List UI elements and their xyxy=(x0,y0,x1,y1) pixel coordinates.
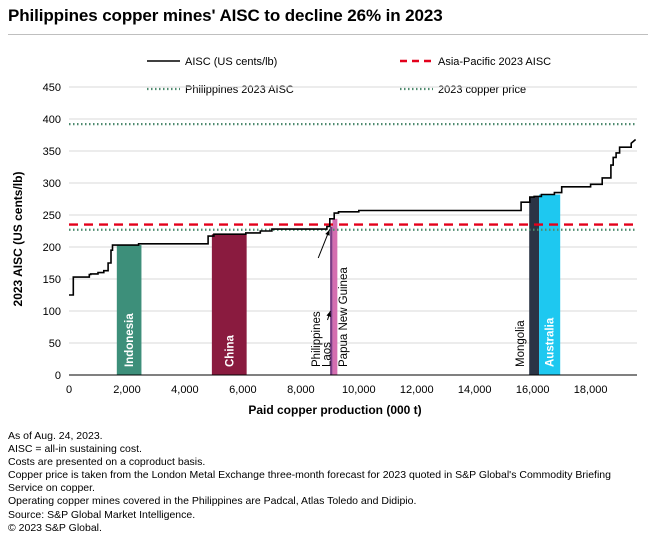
footnote: © 2023 S&P Global. xyxy=(8,521,102,534)
highlight-bars xyxy=(116,194,561,375)
highlight-bar xyxy=(539,194,561,375)
footnote: Source: S&P Global Market Intelligence. xyxy=(8,508,196,521)
y-tick-label: 250 xyxy=(43,210,61,222)
legend-label: AISC (US cents/lb) xyxy=(185,56,277,68)
y-tick-label: 300 xyxy=(43,178,61,190)
bar-label: Indonesia xyxy=(124,313,136,367)
x-tick-label: 18,000 xyxy=(574,384,608,396)
aisc-curve xyxy=(69,138,637,296)
legend-label: Philippines 2023 AISC xyxy=(185,84,294,96)
reference-lines xyxy=(69,123,637,231)
leader-arrowhead xyxy=(325,229,330,236)
y-tick-label: 350 xyxy=(43,146,61,158)
aisc-curve-layer xyxy=(69,138,637,296)
y-tick-label: 400 xyxy=(43,114,61,126)
footnote: Costs are presented on a coproduct basis… xyxy=(8,456,206,469)
x-tick-label: 4,000 xyxy=(171,384,199,396)
legend: AISC (US cents/lb) Asia-Pacific 2023 AISC… xyxy=(147,56,551,96)
bar-label: Philippines xyxy=(311,311,323,367)
highlight-bar xyxy=(529,197,540,375)
y-tick-label: 150 xyxy=(43,274,61,286)
footnote: Operating copper mines covered in the Ph… xyxy=(8,495,417,508)
leader-arrowhead xyxy=(326,311,331,317)
x-axis-title: Paid copper production (000 t) xyxy=(248,403,421,417)
highlight-bar xyxy=(211,234,247,375)
x-tick-label: 2,000 xyxy=(113,384,141,396)
x-tick-label: 12,000 xyxy=(400,384,434,396)
bar-label: Papua New Guinea xyxy=(338,267,350,367)
x-tick-label: 14,000 xyxy=(458,384,492,396)
bar-label: Mongolia xyxy=(515,320,527,367)
chart-title: Philippines copper mines' AISC to declin… xyxy=(8,6,443,25)
bar-label: China xyxy=(224,334,236,367)
footnotes: As of Aug. 24, 2023. AISC = all-in susta… xyxy=(8,430,648,535)
legend-label: Asia-Pacific 2023 AISC xyxy=(438,56,551,68)
x-tick-label: 10,000 xyxy=(342,384,376,396)
footnote: As of Aug. 24, 2023. xyxy=(8,430,103,442)
y-tick-label: 50 xyxy=(49,338,61,350)
footnote: Copper price is taken from the London Me… xyxy=(8,469,611,495)
y-tick-label: 100 xyxy=(43,306,61,318)
x-tick-label: 8,000 xyxy=(287,384,315,396)
legend-label: 2023 copper price xyxy=(438,84,526,96)
footnote: AISC = all-in sustaining cost. xyxy=(8,443,142,456)
y-tick-label: 0 xyxy=(55,370,61,382)
bar-label: Australia xyxy=(545,317,557,367)
bar-label: Laos xyxy=(321,342,333,367)
highlight-bar xyxy=(330,226,333,375)
highlight-bar xyxy=(116,245,142,375)
axes: 0 50 100 150 200 250 300 350 400 450 0 2,000 4,000 6,… xyxy=(11,82,637,417)
x-tick-label: 6,000 xyxy=(229,384,257,396)
chart-svg: AISC (US cents/lb) Asia-Pacific 2023 AISC… xyxy=(11,56,637,417)
x-tick-label: 16,000 xyxy=(516,384,550,396)
y-tick-label: 200 xyxy=(43,242,61,254)
x-tick-label: 0 xyxy=(66,384,72,396)
y-tick-label: 450 xyxy=(43,82,61,94)
highlight-bar xyxy=(332,218,338,375)
title-divider xyxy=(8,34,648,35)
y-axis-title: 2023 AISC (US cents/lb) xyxy=(11,172,25,307)
